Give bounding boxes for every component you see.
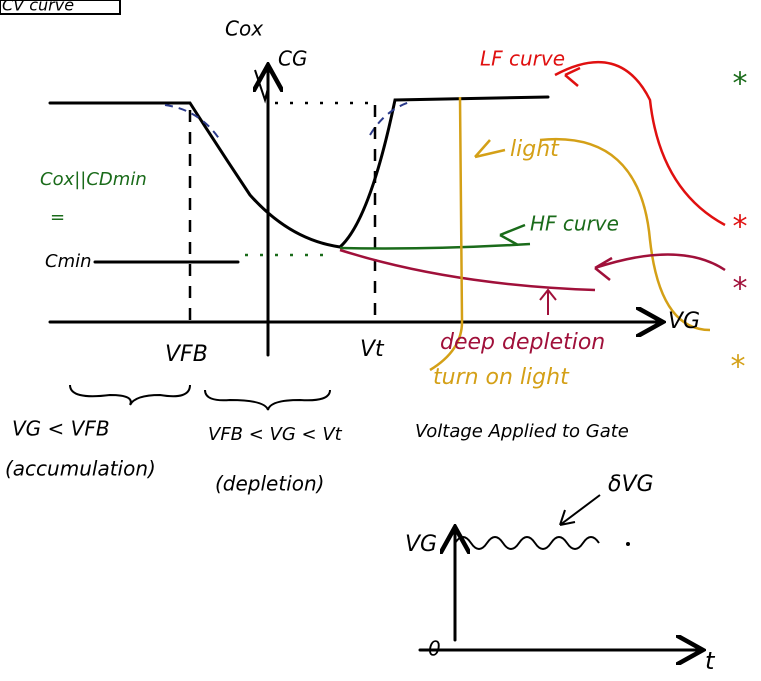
label: Cox: [225, 17, 263, 41]
label: 0: [428, 637, 441, 661]
drawing: * * * *: [0, 0, 748, 650]
svg-text:*: *: [733, 67, 748, 102]
label: turn on light: [433, 365, 570, 390]
svg-text:*: *: [731, 350, 746, 385]
label: (depletion): [215, 472, 324, 496]
label: VG: [668, 309, 700, 334]
label: (accumulation): [5, 457, 156, 481]
title: CV curve: [2, 0, 74, 15]
label: VFB < VG < Vt: [208, 424, 343, 445]
label: VG: [405, 532, 437, 557]
label: t: [705, 647, 716, 675]
label: δVG: [608, 472, 654, 497]
svg-text:*: *: [733, 210, 748, 245]
label: light: [510, 137, 560, 162]
label: =: [50, 207, 65, 228]
label: Voltage Applied to Gate: [415, 421, 629, 442]
label: HF curve: [530, 212, 619, 236]
label: VFB: [165, 342, 208, 367]
diagram: * * * * CV curve Cox CG LF curve light H…: [0, 0, 761, 681]
label: VG < VFB: [12, 417, 110, 441]
svg-text:*: *: [733, 272, 748, 307]
label: LF curve: [480, 47, 565, 71]
label: Cox||CDmin: [40, 169, 147, 190]
label: Vt: [360, 337, 385, 362]
label: CG: [278, 47, 307, 71]
labels: CV curve Cox CG LF curve light HF curve …: [2, 0, 716, 675]
label: deep depletion: [440, 330, 605, 355]
label: Cmin: [45, 251, 92, 272]
